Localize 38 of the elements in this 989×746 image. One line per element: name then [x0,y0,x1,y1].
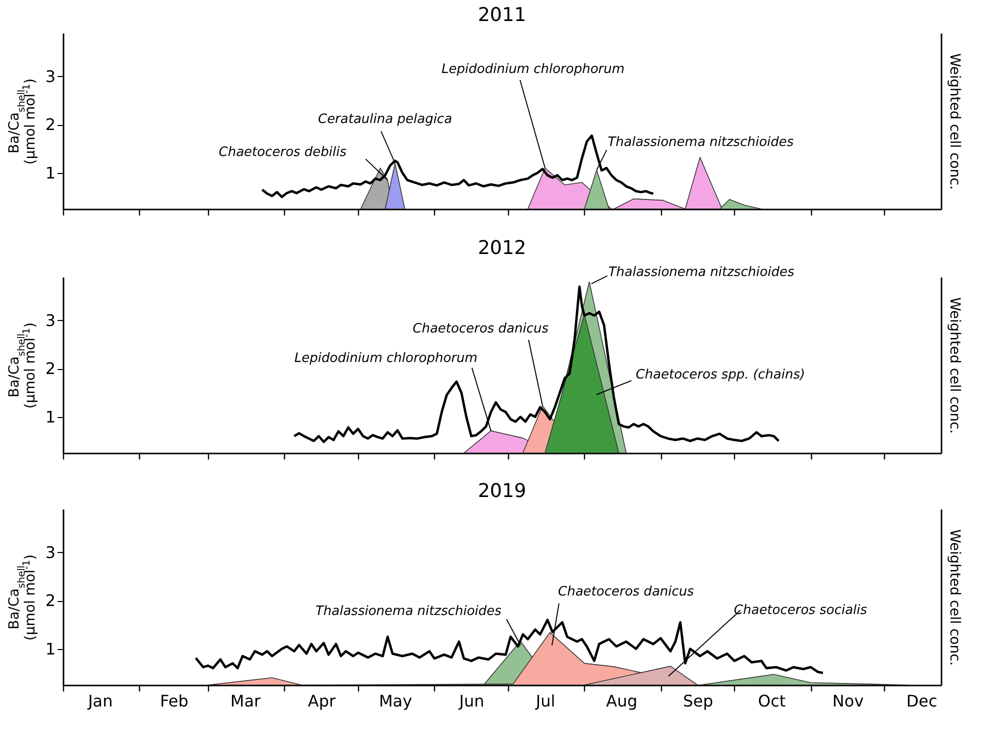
text: Chaetoceros spp. (chains) [636,368,806,383]
x-tick-label: Aug [606,692,638,710]
text: Chaetoceros danicus [558,584,694,600]
y2-axis-title: Weighted cell conc. [946,297,962,434]
chart-title: 2019 [478,480,526,502]
x-tick-label: May [378,692,412,710]
y-tick-label: 3 [45,310,56,330]
chart-title: 2011 [478,4,526,26]
y-tick-label: 1 [45,407,56,426]
y-tick-label: 2 [45,591,56,610]
y-tick-label: 3 [45,66,56,86]
text: Lepidodinium chlorophorum [442,62,625,78]
y2-axis-title: Weighted cell conc. [946,529,962,666]
x-tick-label: Oct [758,692,786,710]
text: Cerataulina pelagica [318,112,452,128]
x-tick-label: Jul [534,692,556,710]
text: Chaetoceros socialis [734,603,868,618]
series-label: Thalassionema nitzschioides [608,134,794,150]
text: Thalassionema nitzschioides [315,604,502,620]
y-tick-label: 2 [45,115,56,134]
y-tick-label: 3 [45,542,56,562]
text: Lepidodinium chlorophorum [294,350,478,366]
y-tick-label: 1 [45,639,56,658]
text: Chaetoceros danicus [412,322,549,337]
y-tick-label: 1 [45,163,56,182]
x-tick-label: Nov [832,692,864,710]
y-tick-label: 2 [45,359,56,378]
x-tick-label: Dec [906,692,938,710]
x-tick-label: Sep [682,692,714,710]
chart-title: 2012 [478,236,526,259]
x-tick-label: Jun [458,692,484,710]
x-tick-label: Jan [87,692,113,710]
text: Chaetoceros debilis [218,145,347,160]
series-label: Thalassionema nitzschioides [608,264,795,280]
x-tick-label: Mar [230,692,262,710]
x-tick-label: Feb [160,692,188,710]
y2-axis-title: Weighted cell conc. [946,53,962,190]
x-tick-label: Apr [308,692,336,710]
